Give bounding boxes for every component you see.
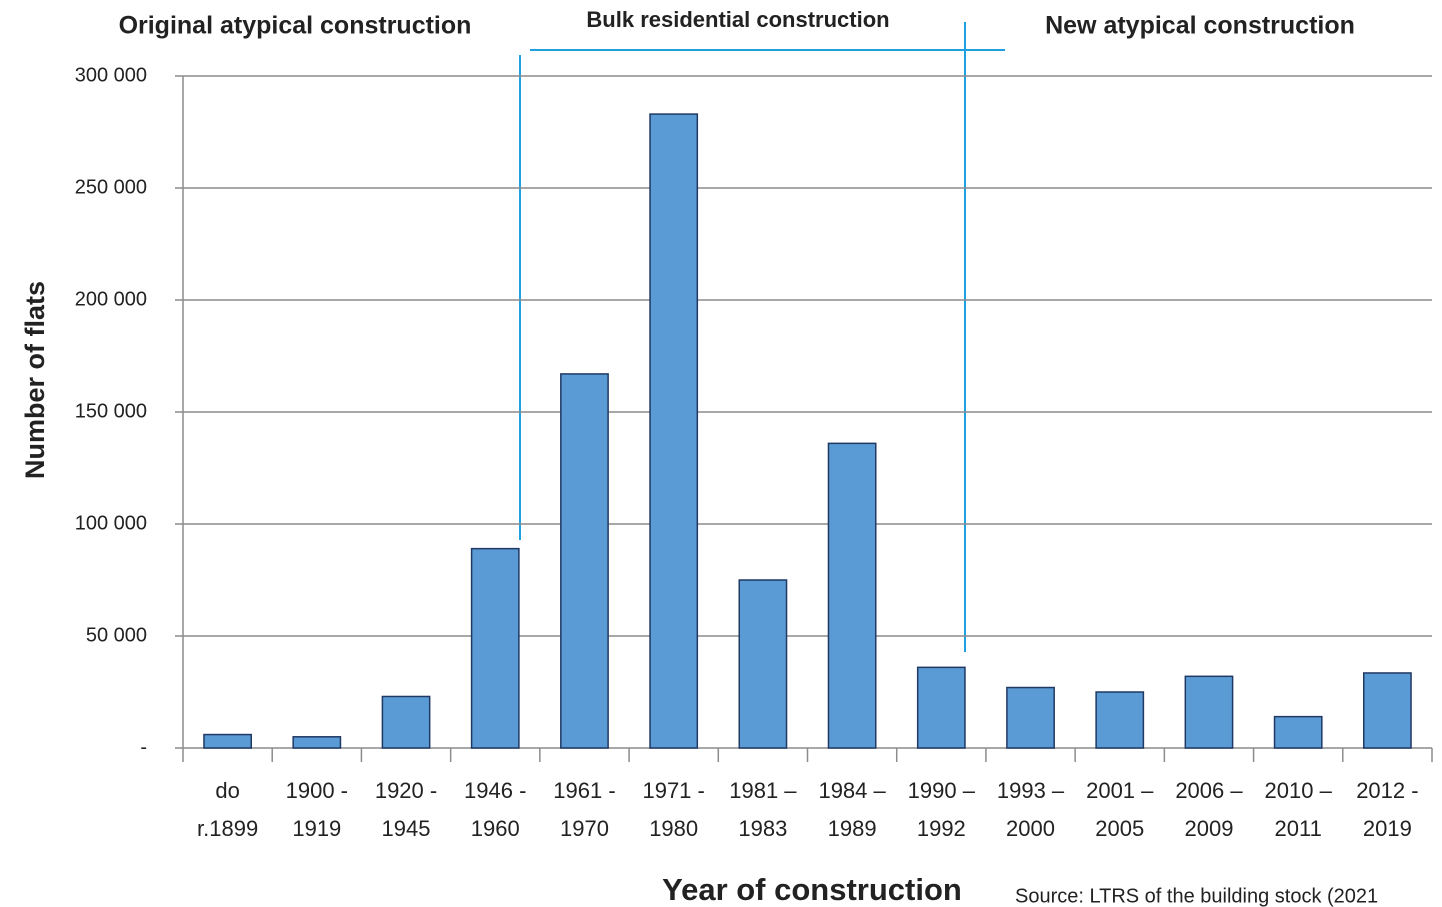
x-tick-label: do (215, 778, 239, 803)
bar (203, 733, 252, 749)
x-tick-label: 1970 (560, 816, 609, 841)
bar (1095, 691, 1145, 749)
y-tick-label: 300 000 (75, 64, 147, 86)
x-tick-label: 2010 – (1265, 778, 1333, 803)
x-tick-label: 1989 (828, 816, 877, 841)
bar (560, 373, 609, 749)
x-tick-label: 1900 - (286, 778, 348, 803)
era-label: New atypical construction (1045, 12, 1355, 40)
y-tick-label: 150 000 (75, 400, 147, 422)
x-tick-label: 1983 (738, 816, 787, 841)
x-tick-label: 1980 (649, 816, 698, 841)
bar (827, 442, 877, 749)
x-axis-title: Year of construction (662, 872, 962, 907)
x-tick-label: 1992 (917, 816, 966, 841)
bar (292, 736, 342, 749)
x-tick-label: 1919 (292, 816, 341, 841)
bar (381, 695, 431, 749)
x-tick-label: 1971 - (642, 778, 704, 803)
x-tick-label: 1945 (382, 816, 431, 841)
y-tick-label: - (140, 736, 147, 758)
bar (738, 579, 788, 749)
bar (470, 547, 520, 749)
y-tick-label: 200 000 (75, 288, 147, 310)
x-tick-label: 2001 – (1086, 778, 1154, 803)
bar (1273, 715, 1323, 749)
x-tick-label: 2009 (1184, 816, 1233, 841)
x-tick-label: 2000 (1006, 816, 1055, 841)
era-label: Bulk residential construction (586, 7, 889, 32)
source: Source: LTRS of the building stock (2021 (1015, 885, 1378, 907)
x-tick-label: 1993 – (997, 778, 1065, 803)
x-tick-label: 2019 (1363, 816, 1412, 841)
y-tick-label: 100 000 (75, 512, 147, 534)
x-tick-label: 1946 - (464, 778, 526, 803)
x-tick-label: 1961 - (553, 778, 615, 803)
x-tick-label: 2011 (1275, 816, 1322, 841)
y-tick-label: 50 000 (86, 624, 147, 646)
era-label: Original atypical construction (119, 12, 472, 40)
x-tick-label: 1960 (471, 816, 520, 841)
bar (649, 113, 699, 749)
bar (916, 666, 966, 749)
x-tick-label: r.1899 (197, 816, 258, 841)
x-tick-label: 2005 (1095, 816, 1144, 841)
x-tick-label: 2006 – (1175, 778, 1243, 803)
bar (1184, 675, 1234, 749)
y-tick-label: 250 000 (75, 176, 147, 198)
x-tick-label: 1984 – (818, 778, 886, 803)
x-tick-label: 2012 - (1356, 778, 1418, 803)
x-tick-label: 1990 – (908, 778, 976, 803)
x-tick-label: 1981 – (729, 778, 797, 803)
bar (1363, 672, 1412, 749)
bar (1006, 686, 1055, 749)
x-tick-label: 1920 - (375, 778, 437, 803)
y-axis-title: Number of flats (20, 281, 50, 479)
